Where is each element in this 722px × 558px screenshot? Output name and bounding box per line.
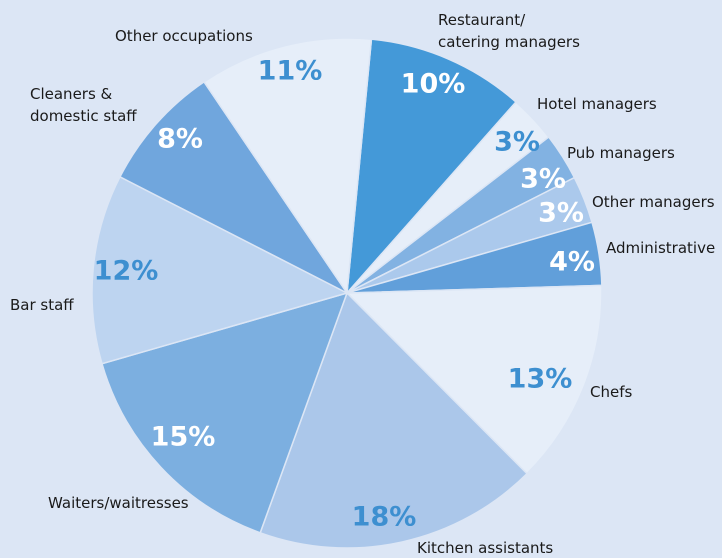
value-label: 3% <box>494 127 540 158</box>
value-label: 12% <box>94 256 159 287</box>
category-label: Kitchen assistants <box>417 539 553 557</box>
pie-slice <box>101 291 349 534</box>
category-label: Hotel managers <box>537 95 657 113</box>
value-label: 3% <box>538 198 584 229</box>
category-label: Restaurant/catering managers <box>438 11 580 51</box>
pie-slice <box>118 80 348 294</box>
value-label: 3% <box>520 164 566 195</box>
value-label: 8% <box>157 124 203 155</box>
value-label: 4% <box>549 247 595 278</box>
category-label: Other managers <box>592 193 715 211</box>
pie-slice <box>345 284 603 475</box>
category-label: Chefs <box>590 383 632 401</box>
value-label: 11% <box>258 56 323 87</box>
value-label: 13% <box>508 364 573 395</box>
category-label: Cleaners & domestic staff <box>30 85 137 125</box>
category-label: Waiters/waitresses <box>48 494 189 512</box>
category-label: Pub managers <box>567 144 675 162</box>
category-label: Administrative <box>606 239 715 257</box>
category-label: Bar staff <box>10 296 74 314</box>
category-label: Other occupations <box>115 27 253 45</box>
value-label: 10% <box>401 69 466 100</box>
pie-slice <box>202 37 373 296</box>
value-label: 18% <box>352 502 417 533</box>
pie-slice <box>259 291 529 549</box>
pie-slice <box>91 175 350 365</box>
pie-slice <box>346 38 518 296</box>
value-label: 15% <box>151 422 216 453</box>
